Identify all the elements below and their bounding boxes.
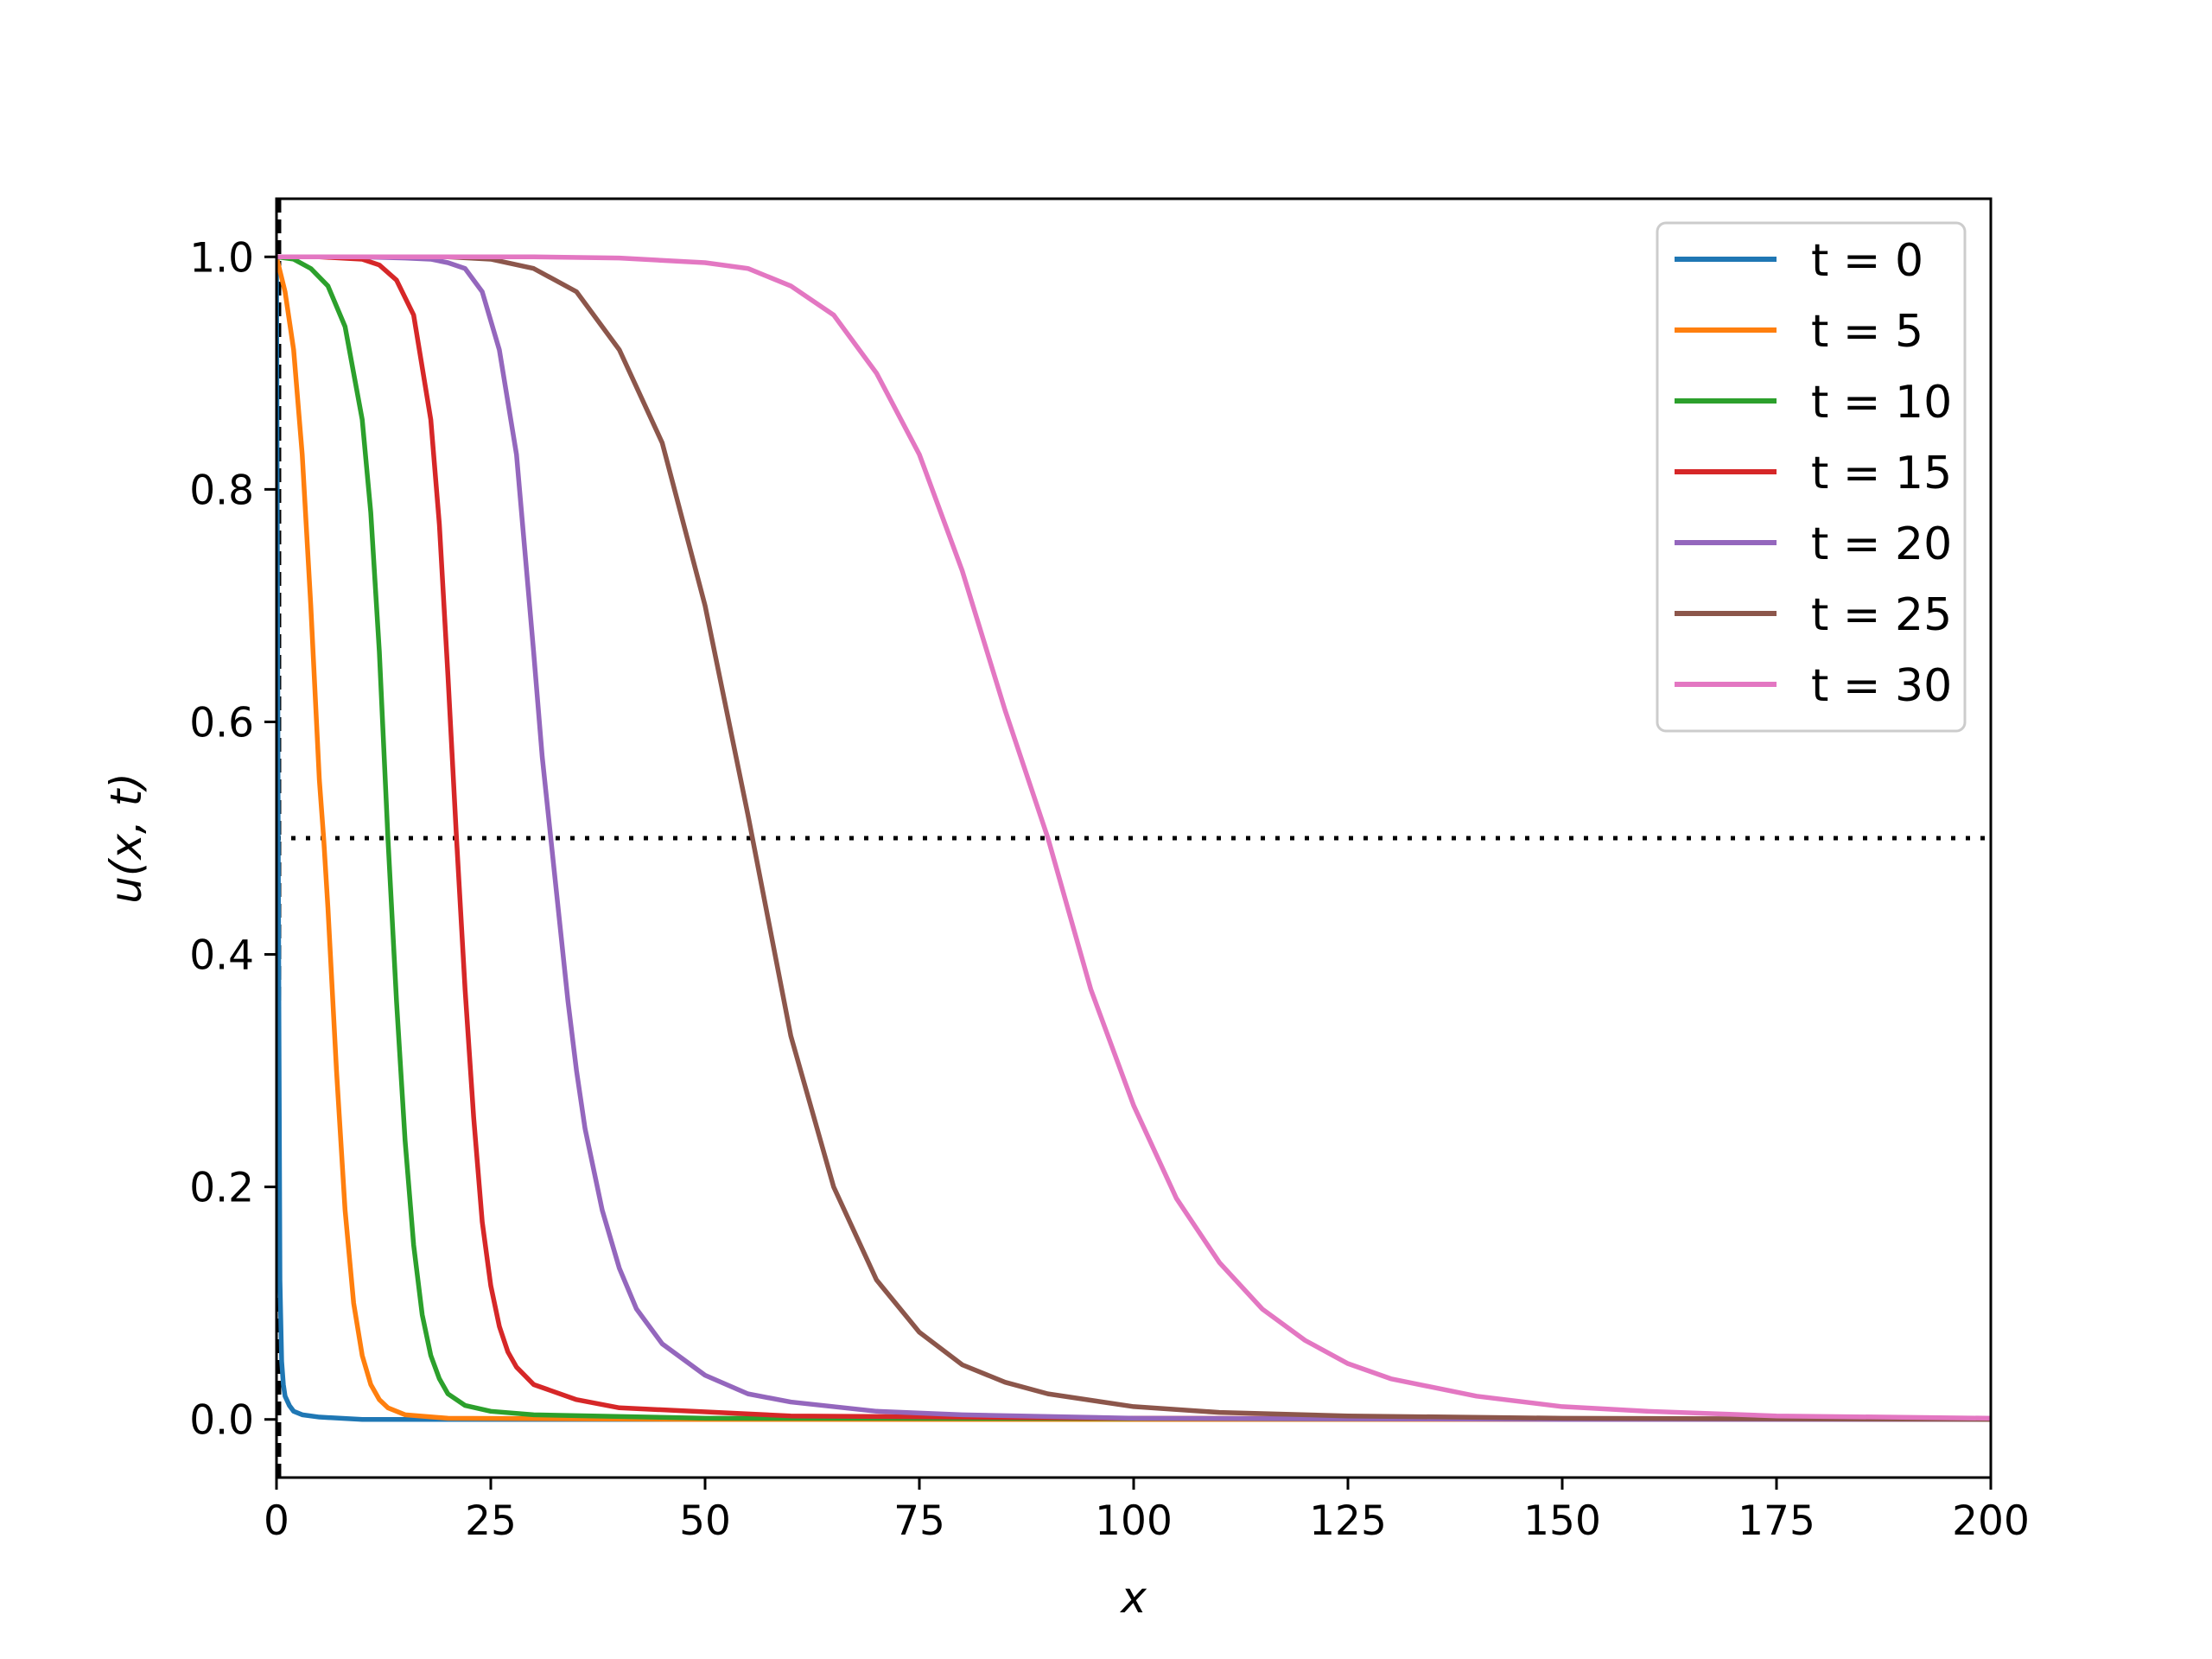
- y-axis-ticks: 0.0 0.2 0.4 0.6 0.8 1.0: [189, 234, 276, 1445]
- legend-label-4: t = 20: [1811, 518, 1952, 570]
- x-tick-label: 0: [264, 1497, 289, 1545]
- x-tick-label: 100: [1095, 1497, 1173, 1545]
- x-tick-label: 150: [1523, 1497, 1601, 1545]
- y-tick-label: 0.4: [189, 932, 254, 980]
- series-line-4: [276, 254, 1991, 1422]
- y-tick-label: 0.6: [189, 699, 254, 747]
- x-tick-label: 125: [1309, 1497, 1387, 1545]
- series-line-3: [276, 254, 1991, 1422]
- legend: t = 0 t = 5 t = 10 t = 15 t = 20 t = 25 t = 30: [1656, 221, 1967, 733]
- y-tick-label: 0.8: [189, 467, 254, 514]
- x-tick-label: 50: [679, 1497, 731, 1545]
- legend-label-2: t = 10: [1811, 377, 1952, 429]
- y-tick-label: 0.2: [189, 1165, 254, 1212]
- x-tick-label: 175: [1738, 1497, 1815, 1545]
- legend-box: [1656, 221, 1967, 733]
- x-tick-label: 75: [893, 1497, 945, 1545]
- series-line-2: [276, 254, 1991, 1422]
- series-group: [276, 254, 1991, 1422]
- x-axis-label: x: [1119, 1573, 1147, 1623]
- x-tick-label: 25: [465, 1497, 517, 1545]
- x-tick-label: 200: [1952, 1497, 2030, 1545]
- y-axis-label: u(x, t): [101, 772, 151, 904]
- legend-label-1: t = 5: [1811, 306, 1923, 358]
- series-line-5: [276, 254, 1991, 1422]
- y-tick-label: 1.0: [189, 234, 254, 282]
- series-line-0: [276, 254, 1991, 1422]
- series-line-1: [276, 254, 1991, 1422]
- x-axis-ticks: 0 25 50 75 100 125 150 175 200: [264, 1478, 2030, 1545]
- legend-label-5: t = 25: [1811, 589, 1952, 641]
- series-line-6: [276, 254, 1991, 1421]
- legend-label-3: t = 15: [1811, 448, 1952, 499]
- legend-label-6: t = 30: [1811, 660, 1952, 712]
- legend-label-0: t = 0: [1811, 235, 1923, 287]
- y-tick-label: 0.0: [189, 1397, 254, 1445]
